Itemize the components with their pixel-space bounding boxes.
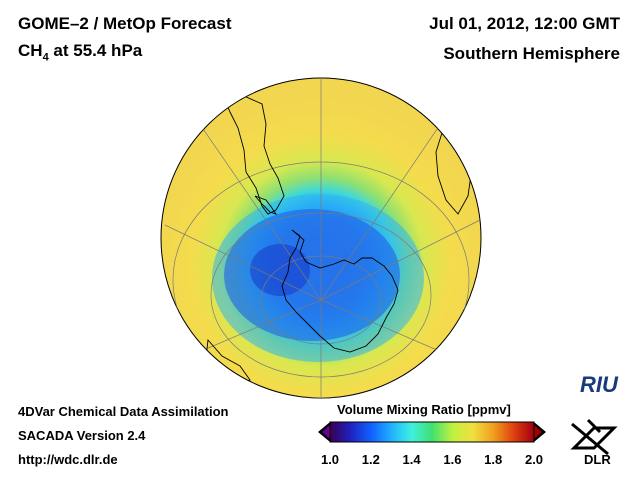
footer-method: 4DVar Chemical Data Assimilation	[18, 404, 229, 419]
colorbar	[318, 421, 546, 443]
title-main: GOME–2 / MetOp Forecast	[18, 14, 232, 33]
colorbar-tick-label: 2.0	[524, 452, 544, 467]
colorbar-tick-label: 1.4	[402, 452, 421, 467]
title-species: CH4 at 55.4 hPa	[18, 41, 142, 63]
colorbar-tick-label: 1.0	[320, 452, 340, 467]
hemisphere-label: Southern Hemisphere	[443, 44, 620, 63]
dlr-label: DLR	[584, 452, 611, 467]
colorbar-bar	[329, 421, 535, 443]
footer-version: SACADA Version 2.4	[18, 428, 146, 443]
date-label: Jul 01, 2012, 12:00 GMT	[429, 14, 620, 33]
species-subscript: 4	[42, 51, 49, 64]
colorbar-tick-label: 1.8	[484, 452, 503, 467]
colorbar-title: Volume Mixing Ratio [ppmv]	[337, 402, 511, 417]
colorbar-tick-label: 1.2	[361, 452, 380, 467]
footer-url[interactable]: http://wdc.dlr.de	[18, 452, 118, 467]
riu-logo: RIU	[580, 372, 618, 397]
dlr-logo-icon	[570, 418, 618, 456]
species-name: CH	[18, 41, 43, 60]
species-level: at 55.4 hPa	[48, 41, 143, 60]
globe-disc	[160, 77, 482, 399]
colorbar-tick-label: 1.6	[443, 452, 462, 467]
